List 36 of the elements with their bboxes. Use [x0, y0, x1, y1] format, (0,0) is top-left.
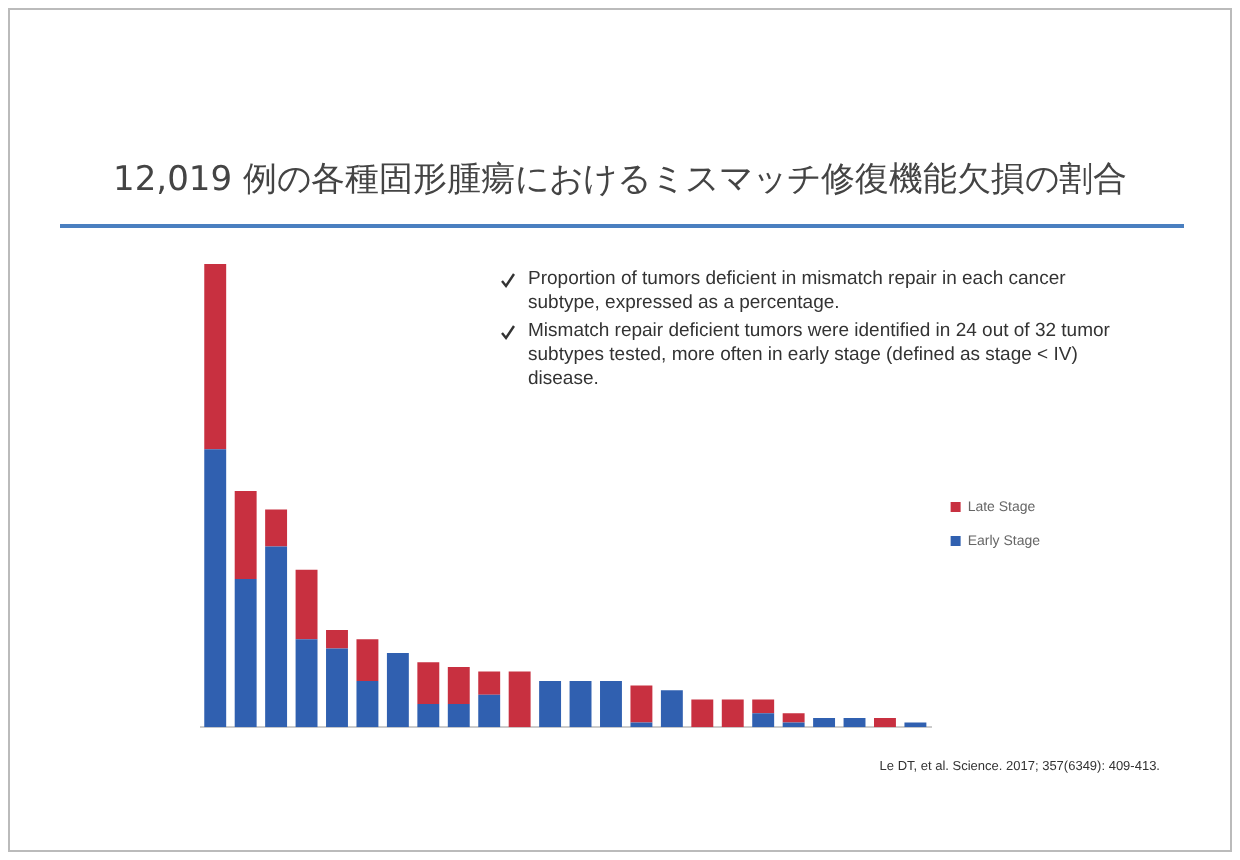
bar — [447, 666, 470, 705]
bar — [234, 490, 257, 579]
bar — [660, 690, 683, 728]
bar — [386, 653, 409, 728]
annotation: Proportion of tumors deficient in mismatch repair in each cancer subtype, expressed as a percentage. — [528, 268, 1068, 316]
bar — [478, 671, 501, 695]
bar — [569, 680, 592, 728]
bar — [417, 704, 440, 728]
bar — [295, 569, 318, 640]
bar — [204, 449, 227, 728]
bar — [508, 671, 531, 728]
annotation: Mismatch repair deficient tumors were identified in 24 out of 32 tumor subtypes tested, more often in early stage (defined as stage < IV) disease. — [528, 319, 1112, 391]
bar — [813, 717, 836, 728]
bar — [843, 717, 866, 728]
bar — [356, 680, 379, 728]
bar — [326, 648, 348, 728]
bar — [295, 639, 318, 728]
bar — [874, 717, 896, 728]
bar — [417, 662, 440, 705]
bar — [782, 713, 805, 723]
bar — [356, 639, 379, 681]
chart-title: 12,019 例の各種固形腫瘍におけるミスマッチ修復機能欠損の割合 — [111, 158, 1129, 202]
bar — [265, 509, 288, 547]
bar — [234, 578, 257, 728]
bar — [752, 713, 775, 728]
bar — [265, 546, 288, 728]
bar — [326, 629, 348, 649]
bar — [600, 680, 622, 728]
bar — [691, 699, 714, 728]
bar — [204, 264, 227, 450]
bar — [478, 694, 501, 728]
bar — [752, 699, 775, 714]
bar — [721, 699, 744, 728]
bar — [539, 680, 562, 728]
bar — [447, 704, 470, 728]
bar — [630, 685, 653, 723]
